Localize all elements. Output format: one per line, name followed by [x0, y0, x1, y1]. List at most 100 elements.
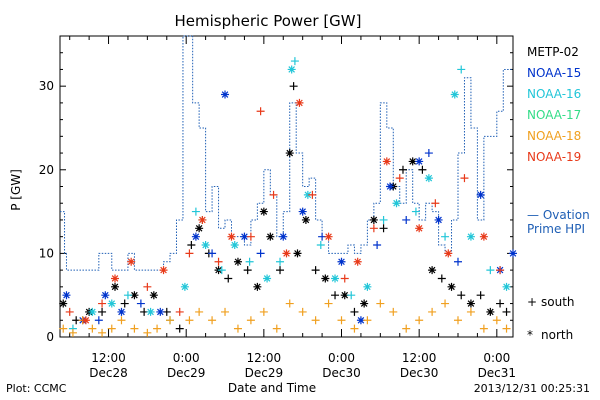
south-marker [233, 324, 242, 333]
south-marker [191, 207, 200, 216]
south-marker [175, 307, 184, 316]
x-tick-time-label: 0:00 [328, 351, 355, 365]
north-marker [285, 149, 294, 158]
south-marker [195, 307, 204, 316]
south-marker [492, 316, 501, 325]
south-marker [340, 274, 349, 283]
south-marker [259, 307, 268, 316]
south-marker [466, 307, 475, 316]
south-marker [269, 190, 278, 199]
north-marker [156, 307, 165, 316]
north-marker [428, 266, 437, 275]
series-noaa-15 [62, 90, 517, 325]
north-marker [180, 282, 189, 291]
north-marker [415, 224, 424, 233]
north-marker [127, 257, 136, 266]
south-marker [117, 316, 126, 325]
north-marker [159, 266, 168, 275]
y-tick-label: 0 [46, 330, 54, 344]
x-tick-date-label: Dec29 [167, 366, 206, 380]
x-axis-label: Date and Time [228, 381, 316, 395]
legend-marker-symbol-south: + [527, 295, 537, 309]
y-tick-label: 30 [39, 79, 54, 93]
legend-marker-symbol-north: * [527, 328, 533, 342]
south-marker [136, 299, 145, 308]
north-marker [321, 274, 330, 283]
chart-legend: METP-02 NOAA-15 NOAA-16 NOAA-17 NOAA-18 NOAA-… [527, 45, 590, 342]
south-marker [379, 224, 388, 233]
north-marker [130, 291, 139, 300]
legend-ovation-line2: Prime HPI [527, 222, 585, 236]
x-axis-ticks: 12:00Dec280:00Dec2912:00Dec290:00Dec3012… [69, 36, 517, 380]
x-tick-time-label: 12:00 [247, 351, 282, 365]
south-marker [363, 316, 372, 325]
north-marker [293, 249, 302, 258]
south-marker [496, 299, 505, 308]
north-marker [279, 232, 288, 241]
south-marker [324, 299, 333, 308]
south-marker [65, 307, 74, 316]
south-marker [411, 207, 420, 216]
south-marker [224, 274, 233, 283]
x-tick-time-label: 0:00 [483, 351, 510, 365]
north-marker [424, 174, 433, 183]
south-marker [256, 249, 265, 258]
south-marker [208, 316, 217, 325]
north-marker [298, 207, 307, 216]
legend-item-noaa-15: NOAA-15 [527, 66, 581, 80]
north-marker [62, 291, 71, 300]
south-marker [415, 316, 424, 325]
south-marker [143, 328, 152, 337]
x-tick-date-label: Dec30 [322, 366, 361, 380]
north-marker [111, 274, 120, 283]
south-marker [453, 316, 462, 325]
south-marker [347, 291, 356, 300]
south-marker [166, 316, 175, 325]
series-noaa-18 [59, 299, 511, 337]
north-marker [363, 282, 372, 291]
south-marker [402, 215, 411, 224]
north-marker [434, 215, 443, 224]
satellite-series [59, 57, 517, 337]
south-marker [256, 107, 265, 116]
north-marker [195, 224, 204, 233]
plot-source-label: Plot: CCMC [6, 382, 67, 395]
y-axis-label: P [GW] [9, 169, 23, 211]
south-marker [276, 257, 285, 266]
y-tick-label: 20 [39, 163, 54, 177]
south-marker [208, 249, 217, 258]
south-marker [428, 307, 437, 316]
y-tick-label: 10 [39, 246, 54, 260]
south-marker [276, 266, 285, 275]
south-marker [243, 266, 252, 275]
south-marker [395, 174, 404, 183]
north-marker [447, 282, 456, 291]
legend-item-metp-02: METP-02 [527, 45, 579, 59]
south-marker [479, 324, 488, 333]
south-marker [379, 215, 388, 224]
south-marker [88, 324, 97, 333]
south-marker [350, 324, 359, 333]
north-marker [382, 157, 391, 166]
plot-timestamp: 2013/12/31 00:25:31 [474, 382, 590, 395]
south-marker [217, 266, 226, 275]
north-marker [59, 299, 68, 308]
south-marker [457, 65, 466, 74]
x-tick-date-label: Dec31 [478, 366, 517, 380]
north-marker [356, 316, 365, 325]
north-marker [117, 307, 126, 316]
north-marker [324, 232, 333, 241]
south-marker [402, 324, 411, 333]
south-marker [418, 165, 427, 174]
north-marker [259, 207, 268, 216]
north-marker [450, 90, 459, 99]
north-marker [486, 307, 495, 316]
north-marker [233, 257, 242, 266]
series-noaa-16 [68, 57, 511, 333]
north-marker [111, 282, 120, 291]
south-marker [502, 307, 511, 316]
south-marker [350, 307, 359, 316]
north-marker [337, 257, 346, 266]
north-marker [502, 282, 511, 291]
